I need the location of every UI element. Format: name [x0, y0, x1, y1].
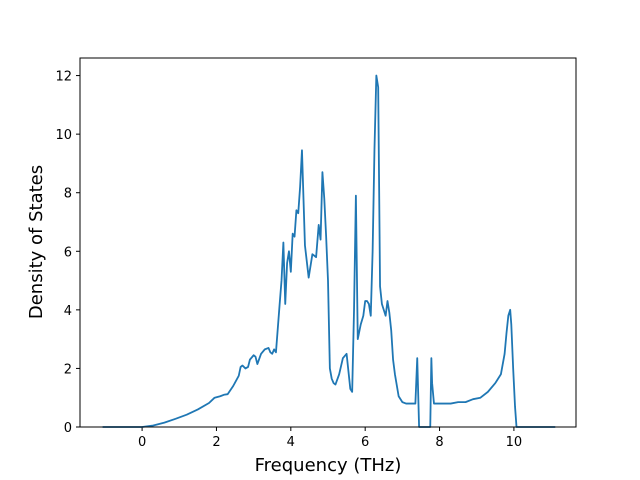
x-tick-label: 4 [287, 435, 295, 450]
dos-series-line [102, 74, 556, 428]
plot-area [80, 58, 576, 427]
plot-frame [79, 57, 577, 428]
y-tick-label: 8 [64, 187, 72, 202]
y-tick-label: 2 [64, 362, 72, 377]
y-axis-title: Density of States [26, 165, 47, 319]
y-tick-label: 4 [64, 304, 72, 319]
ticks-layer: 0 2 4 6 8 10 0 2 4 6 8 10 12 [55, 70, 522, 450]
x-tick-label: 2 [212, 435, 220, 450]
x-tick-label: 6 [361, 435, 369, 450]
y-tick-label: 10 [55, 128, 72, 143]
x-tick-label: 10 [506, 435, 523, 450]
x-tick-label: 0 [138, 435, 146, 450]
y-tick-label: 12 [55, 70, 72, 85]
y-tick-label: 6 [64, 245, 72, 260]
y-tick-label: 0 [64, 421, 72, 436]
x-tick-label: 8 [435, 435, 443, 450]
x-axis-title: Frequency (THz) [255, 455, 402, 476]
